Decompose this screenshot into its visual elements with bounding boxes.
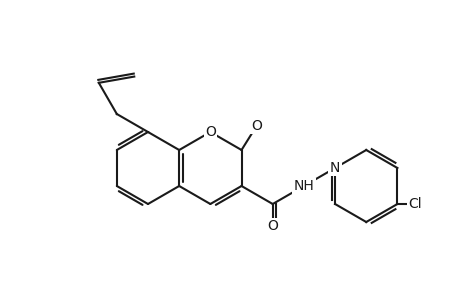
Text: NH: NH <box>293 179 313 193</box>
Text: O: O <box>267 219 278 233</box>
Text: N: N <box>329 161 340 175</box>
Text: O: O <box>204 125 215 139</box>
Text: O: O <box>251 119 261 133</box>
Text: Cl: Cl <box>408 197 421 211</box>
